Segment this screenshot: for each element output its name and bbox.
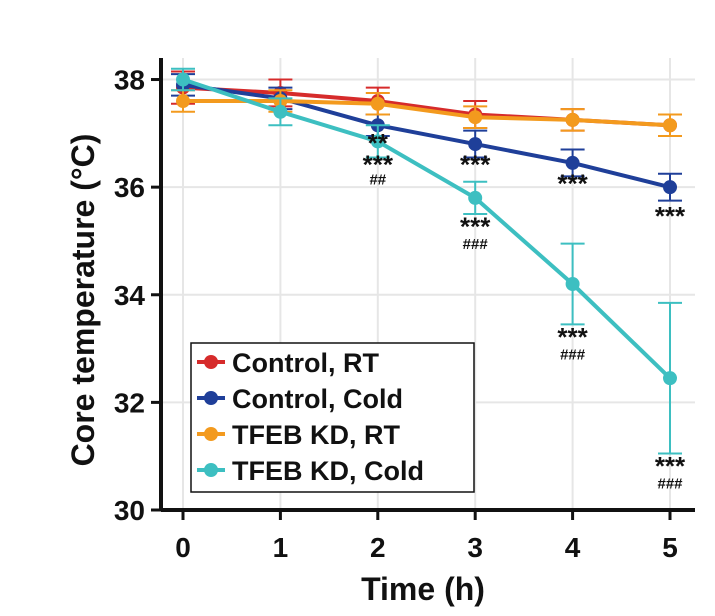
series-control-cold — [171, 73, 682, 202]
legend-marker — [204, 427, 218, 441]
series-tfeb-kd-rt — [171, 89, 682, 138]
data-point — [370, 96, 385, 111]
legend-item: TFEB KD, RT — [197, 420, 400, 450]
y-tick-label: 36 — [114, 172, 145, 203]
legend-label: TFEB KD, RT — [232, 420, 400, 450]
y-tick-label: 38 — [114, 65, 145, 96]
data-point — [468, 137, 483, 152]
axes — [159, 58, 695, 512]
series-line — [182, 77, 672, 380]
data-point — [273, 104, 288, 119]
x-axis-title: Time (h) — [361, 571, 485, 607]
data-point — [565, 155, 580, 170]
data-point — [663, 118, 677, 133]
legend-marker — [204, 355, 218, 369]
star-annotation: *** — [557, 322, 588, 352]
data-point — [663, 371, 677, 386]
data-point — [468, 190, 483, 205]
data-point — [176, 72, 190, 87]
legend-label: TFEB KD, Cold — [232, 456, 424, 486]
legend-item: Control, Cold — [197, 384, 403, 414]
hash-annotation: ### — [560, 346, 586, 363]
legend-item: TFEB KD, Cold — [197, 456, 424, 486]
star-annotation: *** — [655, 451, 686, 481]
legend-label: Control, RT — [232, 348, 379, 378]
series-line — [183, 99, 671, 128]
x-tick-label: 3 — [467, 532, 483, 563]
series-control-rt — [171, 70, 682, 138]
star-annotation: *** — [460, 212, 491, 242]
legend-marker — [204, 391, 218, 405]
series-line — [182, 82, 671, 190]
data-point — [565, 277, 580, 291]
legend-label: Control, Cold — [232, 384, 403, 414]
legend-item: Control, RT — [197, 348, 379, 378]
y-tick-label: 32 — [114, 387, 145, 418]
y-tick-label: 34 — [114, 280, 146, 311]
series-layer — [171, 67, 682, 455]
y-axis-title: Core temperature (°C) — [65, 134, 101, 467]
x-tick-label: 0 — [175, 532, 191, 563]
hash-annotation: ## — [369, 171, 386, 188]
data-point — [663, 180, 677, 195]
series-tfeb-kd-cold — [171, 67, 682, 455]
legend-box — [190, 342, 475, 493]
star-annotation: *** — [655, 201, 686, 231]
data-point — [565, 112, 580, 127]
legend-marker — [204, 463, 218, 477]
x-tick-label: 2 — [370, 532, 386, 563]
star-annotation: *** — [363, 150, 394, 180]
x-tick-label: 5 — [662, 532, 678, 563]
star-annotation: *** — [557, 169, 588, 199]
hash-annotation: ### — [463, 236, 489, 253]
data-point — [370, 134, 385, 149]
star-annotation: *** — [460, 150, 491, 180]
legend: Control, RT Control, Cold TFEB KD, RT TFEB … — [190, 342, 475, 493]
hash-annotation: ### — [657, 475, 683, 492]
data-point — [468, 110, 483, 125]
x-tick-label: 1 — [273, 532, 289, 563]
significance-annotations: *****##******###******###******### — [363, 128, 686, 492]
star-annotation: ** — [368, 128, 389, 158]
y-tick-label: 30 — [114, 495, 145, 526]
data-point — [176, 94, 190, 109]
x-tick-label: 4 — [565, 532, 581, 563]
